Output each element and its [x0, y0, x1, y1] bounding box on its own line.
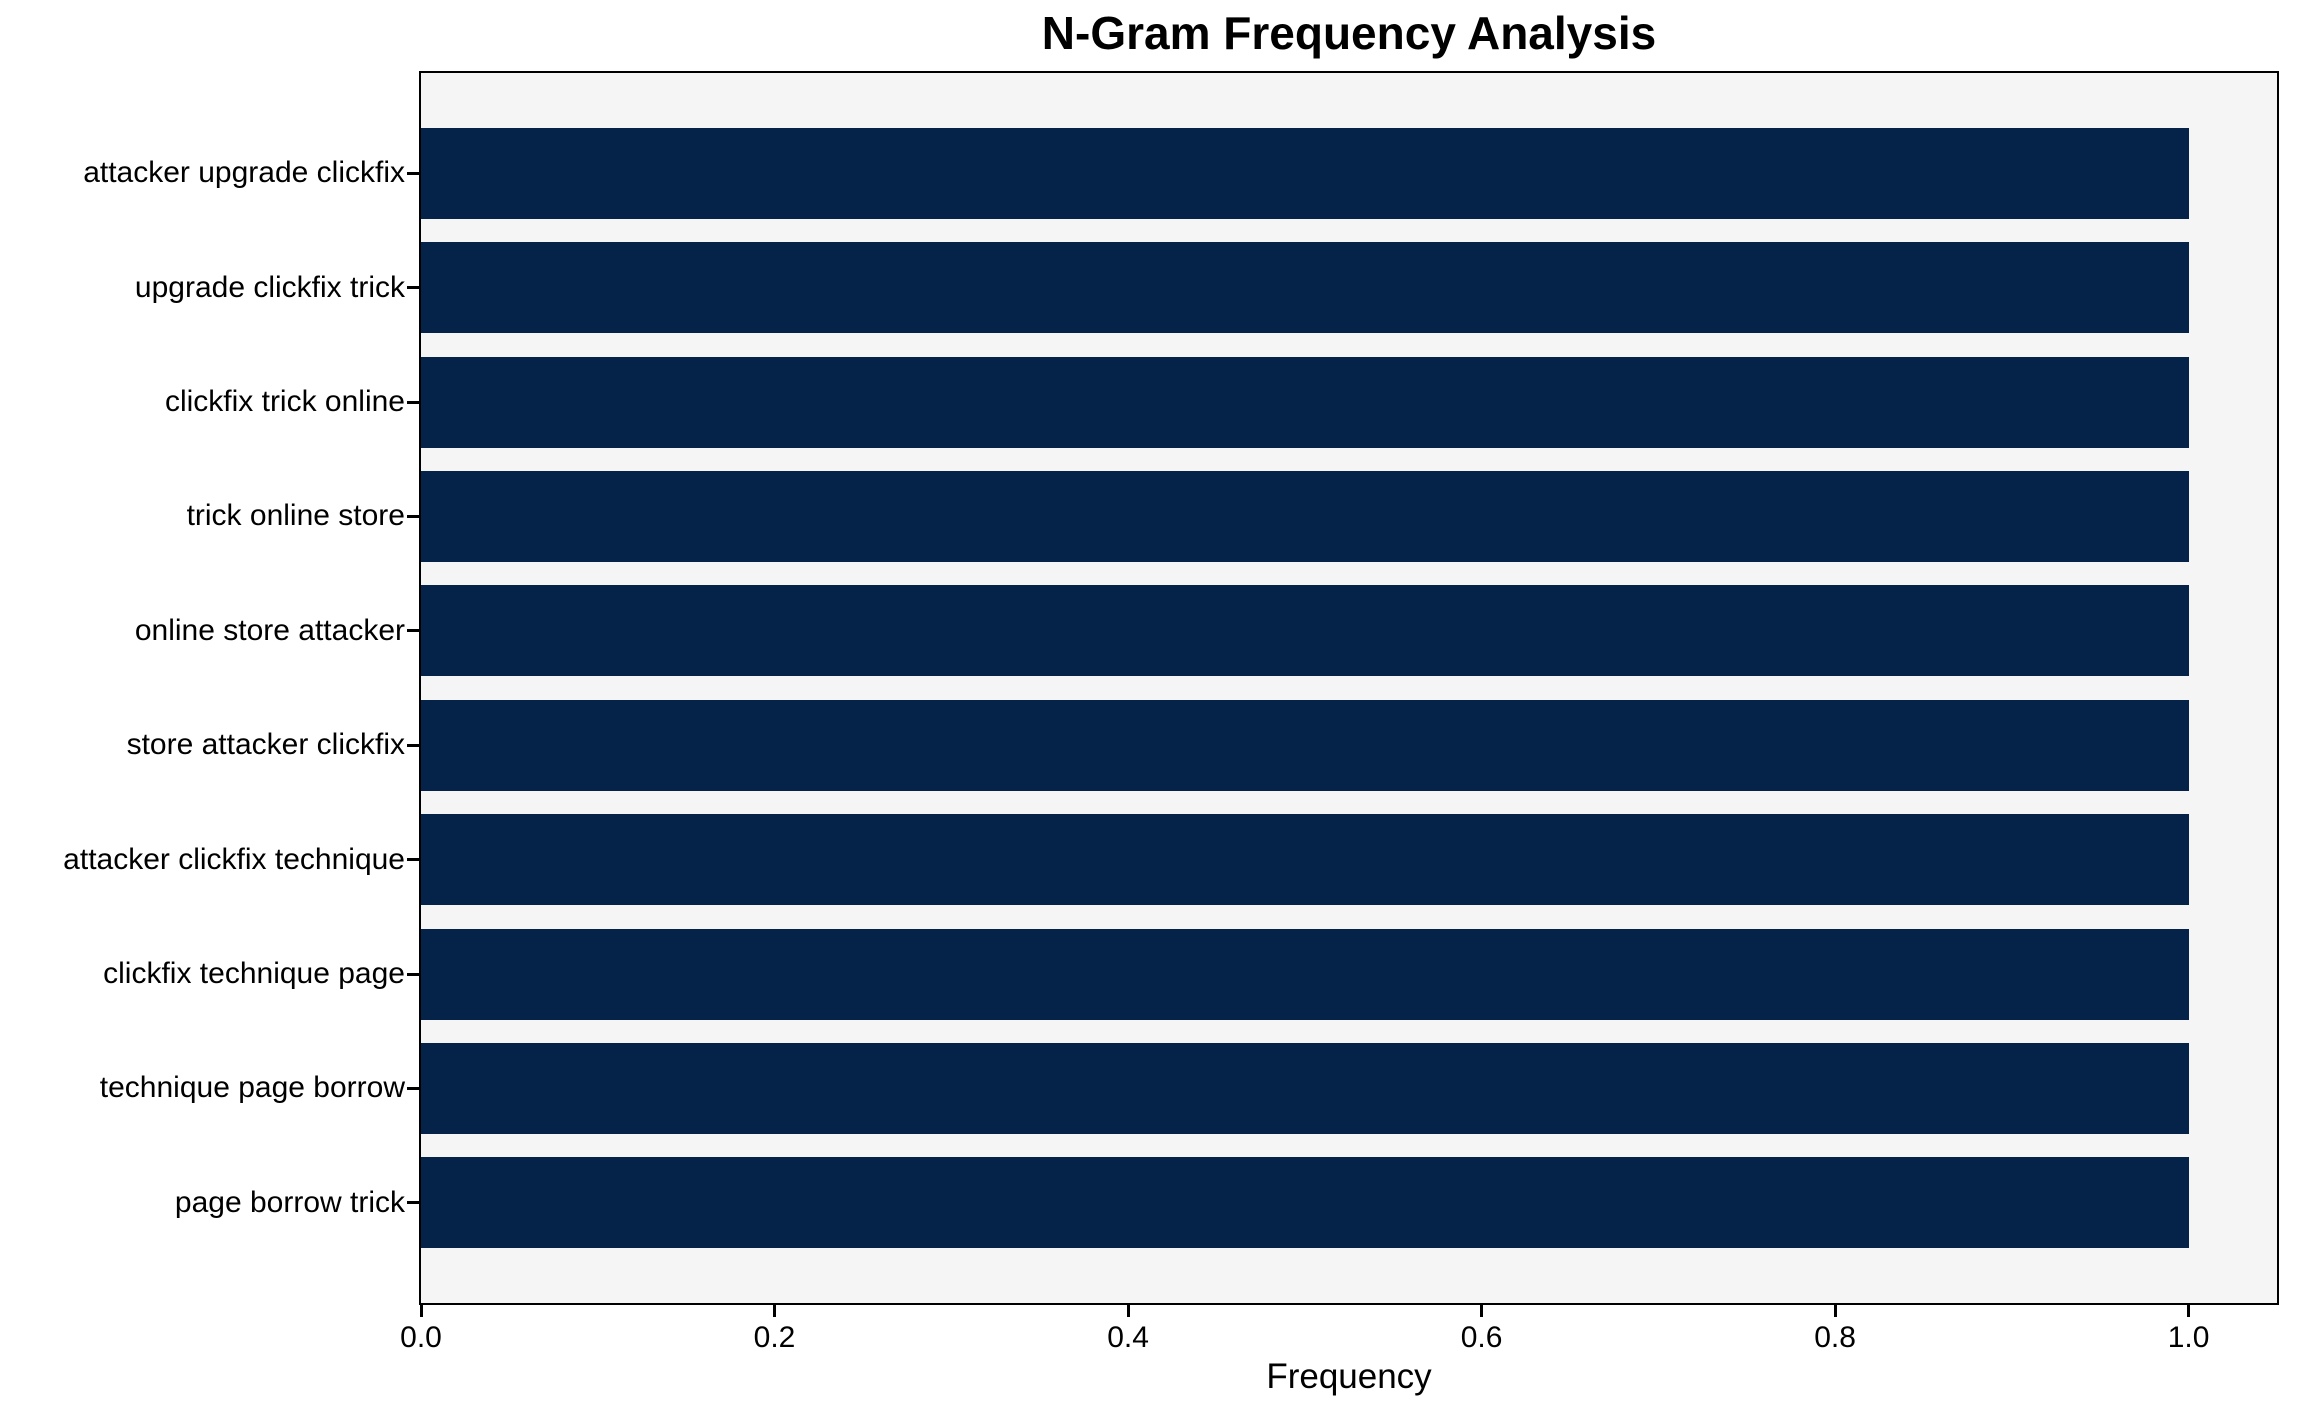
- y-tick-mark: [407, 972, 419, 976]
- plot-area: [419, 71, 2279, 1305]
- y-tick-label: online store attacker: [134, 613, 405, 647]
- bar-row: [421, 574, 2277, 688]
- bar: [421, 928, 2189, 1020]
- bar: [421, 356, 2189, 448]
- x-axis-label: Frequency: [1266, 1357, 1432, 1396]
- bar-row: [421, 116, 2277, 230]
- x-tick-mark: [2187, 1305, 2191, 1317]
- y-tick-mark: [407, 286, 419, 290]
- y-tick-mark: [407, 858, 419, 862]
- bar: [421, 1157, 2189, 1249]
- y-tick-mark: [407, 1086, 419, 1090]
- x-tick-mark: [1480, 1305, 1484, 1317]
- y-tick-mark: [407, 629, 419, 633]
- x-tick-label: 0.0: [400, 1321, 442, 1354]
- bar-row: [421, 917, 2277, 1031]
- y-tick-mark: [407, 171, 419, 175]
- bar-row: [421, 802, 2277, 916]
- y-tick-label: trick online store: [186, 499, 405, 533]
- bar-row: [421, 345, 2277, 459]
- y-tick-label: attacker upgrade clickfix: [83, 156, 405, 190]
- y-tick-mark: [407, 400, 419, 404]
- x-tick-mark: [1126, 1305, 1130, 1317]
- bar-row: [421, 459, 2277, 573]
- y-tick-mark: [407, 743, 419, 747]
- bar: [421, 1042, 2189, 1134]
- y-tick-label: attacker clickfix technique: [63, 842, 405, 876]
- x-tick-label: 0.4: [1107, 1321, 1149, 1354]
- x-tick-label: 1.0: [2167, 1321, 2210, 1354]
- y-tick-label: upgrade clickfix trick: [134, 270, 405, 304]
- y-tick-mark: [407, 514, 419, 518]
- bar: [421, 585, 2189, 677]
- bar-row: [421, 688, 2277, 802]
- y-tick-label: technique page borrow: [99, 1071, 405, 1105]
- x-tick-label: 0.2: [753, 1321, 796, 1354]
- bar: [421, 699, 2189, 791]
- x-tick-label: 0.6: [1460, 1321, 1503, 1354]
- y-tick-label: clickfix technique page: [103, 957, 405, 990]
- bar-row: [421, 1031, 2277, 1145]
- y-tick-label: clickfix trick online: [164, 385, 405, 418]
- bar-row: [421, 1146, 2277, 1260]
- bar: [421, 814, 2189, 906]
- x-tick-mark: [1833, 1305, 1837, 1317]
- bar: [421, 242, 2189, 334]
- bar-row: [421, 230, 2277, 344]
- y-tick-label: page borrow trick: [174, 1185, 405, 1219]
- y-tick-mark: [407, 1201, 419, 1205]
- y-tick-label: store attacker clickfix: [126, 728, 405, 762]
- x-tick-mark: [419, 1305, 423, 1317]
- x-tick-mark: [773, 1305, 777, 1317]
- chart-title: N-Gram Frequency Analysis: [1041, 7, 1657, 59]
- bar: [421, 127, 2189, 219]
- x-tick-label: 0.8: [1814, 1321, 1856, 1354]
- bar: [421, 470, 2189, 562]
